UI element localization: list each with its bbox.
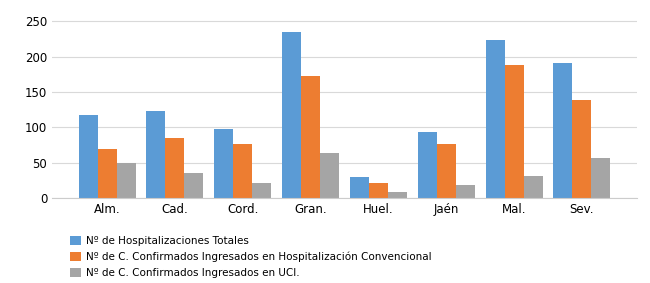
Bar	[350, 177, 369, 198]
Bar	[116, 163, 136, 198]
Bar	[185, 173, 203, 198]
Bar	[79, 115, 97, 198]
Bar	[504, 65, 524, 198]
Legend: Nº de Hospitalizaciones Totales, Nº de C. Confirmados Ingresados en Hospitalizac: Nº de Hospitalizaciones Totales, Nº de C…	[70, 236, 432, 278]
Bar	[573, 100, 592, 198]
Bar	[98, 149, 116, 198]
Bar	[524, 176, 543, 198]
Bar	[165, 138, 185, 198]
Bar	[553, 63, 573, 198]
Bar	[214, 130, 233, 198]
Bar	[418, 132, 437, 198]
Bar	[456, 185, 474, 198]
Bar	[320, 153, 339, 198]
Bar	[233, 144, 252, 198]
Bar	[282, 32, 301, 198]
Bar	[388, 192, 407, 198]
Bar	[486, 40, 504, 198]
Bar	[592, 158, 610, 198]
Bar	[369, 183, 388, 198]
Bar	[301, 76, 320, 198]
Bar	[252, 183, 271, 198]
Bar	[146, 111, 165, 198]
Bar	[437, 144, 456, 198]
